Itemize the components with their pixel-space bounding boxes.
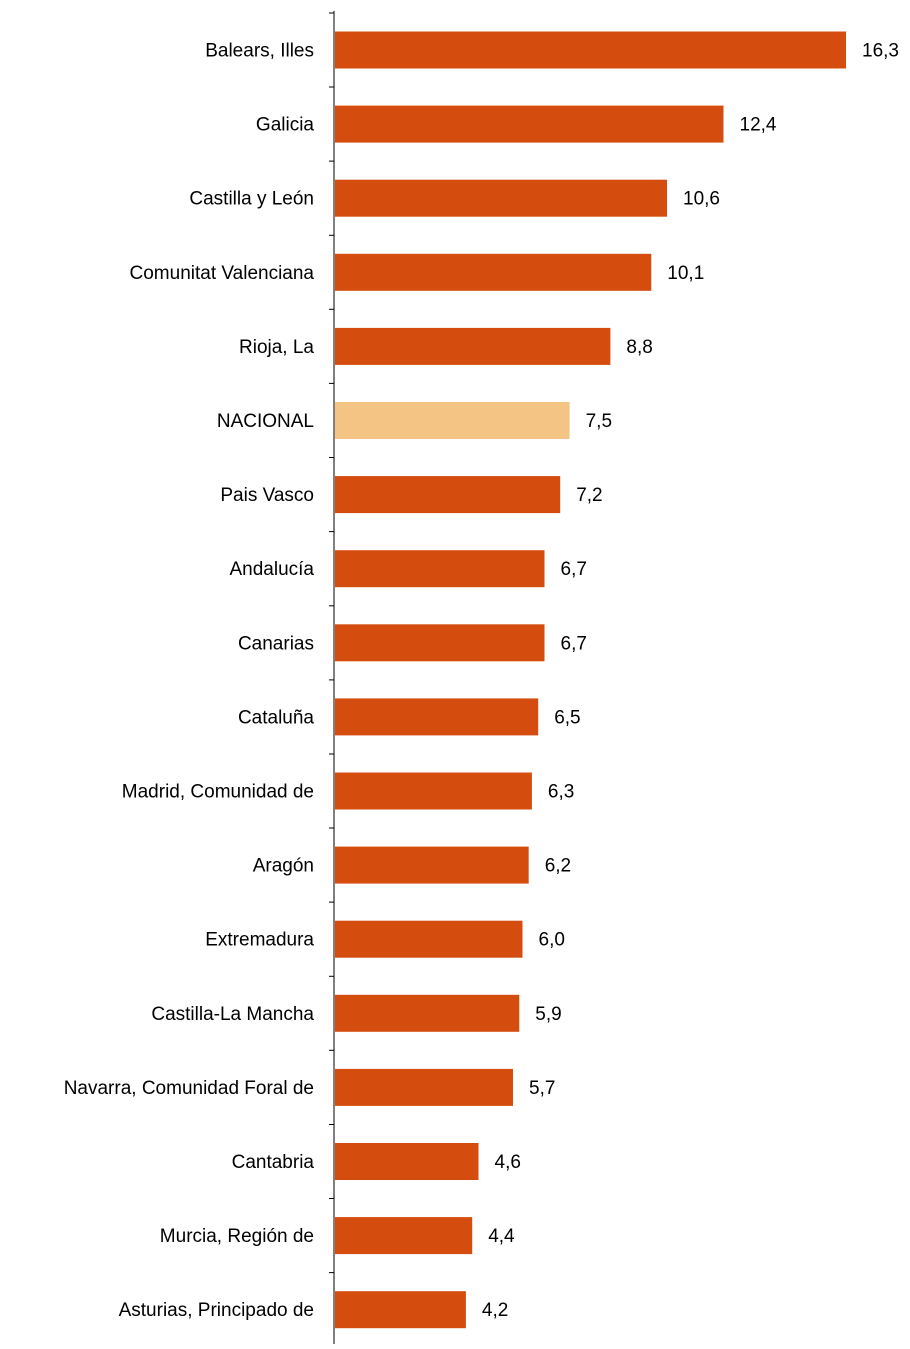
category-label: NACIONAL xyxy=(217,411,314,432)
value-label: 6,7 xyxy=(561,633,587,654)
value-label: 10,1 xyxy=(667,263,704,284)
bar-nacional xyxy=(335,402,570,439)
category-label: Comunitat Valenciana xyxy=(130,263,315,284)
value-label: 4,4 xyxy=(488,1226,515,1247)
value-label: 6,0 xyxy=(539,930,565,951)
bar-asturias-principado-de xyxy=(335,1291,466,1329)
category-label: Pais Vasco xyxy=(220,485,314,506)
value-label: 7,2 xyxy=(576,485,602,506)
bar-murcia-regi-n-de xyxy=(335,1217,473,1255)
bar-madrid-comunidad-de xyxy=(335,772,532,810)
category-label: Murcia, Región de xyxy=(160,1226,314,1247)
value-label: 12,4 xyxy=(740,115,777,136)
value-label: 5,7 xyxy=(529,1078,555,1099)
bar-extremadura xyxy=(335,920,523,958)
bar-galicia xyxy=(335,105,724,143)
bar-rioja-la xyxy=(335,327,611,365)
value-label: 7,5 xyxy=(586,411,612,432)
category-label: Galicia xyxy=(256,115,315,136)
value-label: 6,5 xyxy=(554,707,580,728)
value-label: 10,6 xyxy=(683,189,720,210)
category-label: Canarias xyxy=(238,633,314,654)
value-label: 5,9 xyxy=(535,1004,561,1025)
category-label: Rioja, La xyxy=(239,337,314,358)
category-label: Cantabria xyxy=(232,1152,315,1173)
value-label: 16,3 xyxy=(862,41,899,62)
value-label: 8,8 xyxy=(626,337,652,358)
bar-arag-n xyxy=(335,846,529,884)
bar-pais-vasco xyxy=(335,476,561,514)
category-label: Madrid, Comunidad de xyxy=(122,782,314,803)
value-label: 6,2 xyxy=(545,856,571,877)
category-label: Aragón xyxy=(253,856,314,877)
bar-cantabria xyxy=(335,1143,479,1180)
bar-castilla-y-le-n xyxy=(335,179,667,217)
category-label: Extremadura xyxy=(205,930,314,951)
category-label: Andalucía xyxy=(229,559,314,580)
value-label: 6,7 xyxy=(561,559,587,580)
value-label: 6,3 xyxy=(548,782,574,803)
category-label: Asturias, Principado de xyxy=(119,1300,314,1321)
bar-canarias xyxy=(335,624,545,662)
category-label: Balears, Illes xyxy=(205,41,314,62)
bar-navarra-comunidad-foral-de xyxy=(335,1068,513,1106)
category-label: Castilla y León xyxy=(189,189,314,210)
bar-balears-illes xyxy=(335,31,846,69)
value-label: 4,6 xyxy=(495,1152,521,1173)
bar-comunitat-valenciana xyxy=(335,253,652,291)
category-label: Castilla-La Mancha xyxy=(151,1004,314,1025)
category-label: Navarra, Comunidad Foral de xyxy=(64,1078,314,1099)
bar-andaluc-a xyxy=(335,550,545,588)
value-label: 4,2 xyxy=(482,1300,508,1321)
bar-catalu-a xyxy=(335,698,539,736)
bar-castilla-la-mancha xyxy=(335,994,520,1032)
category-label: Cataluña xyxy=(238,707,314,728)
